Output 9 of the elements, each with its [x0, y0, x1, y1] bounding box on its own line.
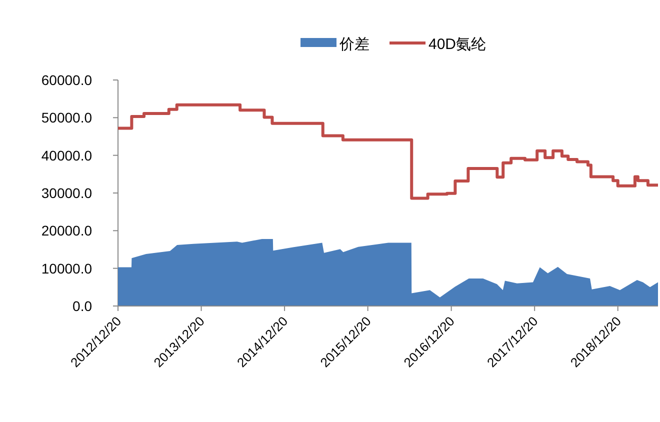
y-tick-label: 50000.0	[41, 110, 92, 126]
y-tick-label: 60000.0	[41, 72, 92, 88]
y-tick-label: 30000.0	[41, 185, 92, 201]
y-tick-label: 10000.0	[41, 260, 92, 276]
y-tick-label: 0.0	[72, 298, 92, 314]
y-tick-label: 20000.0	[41, 222, 92, 239]
legend-label: 价差	[338, 36, 370, 53]
y-tick-label: 40000.0	[41, 147, 92, 164]
legend-label: 40D氨纶	[428, 36, 486, 53]
